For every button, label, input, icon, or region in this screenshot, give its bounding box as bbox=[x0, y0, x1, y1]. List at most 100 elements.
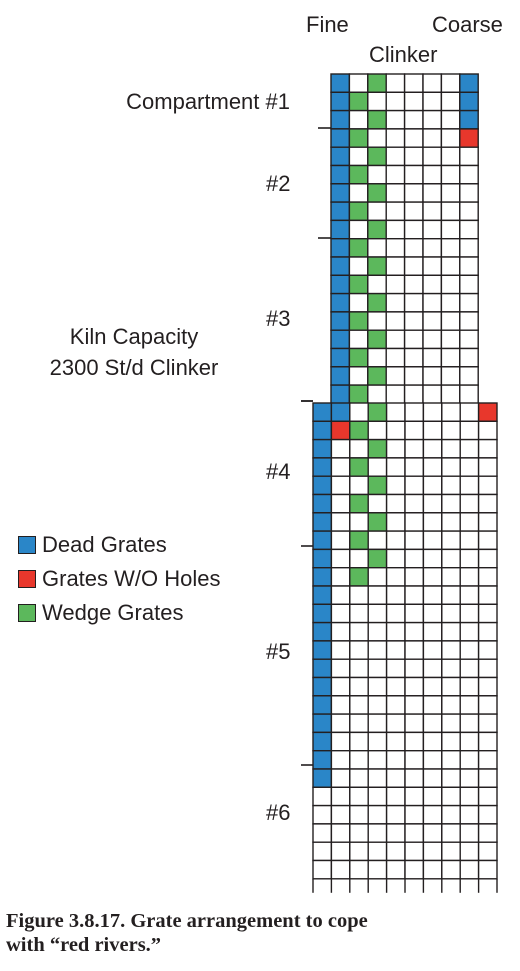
grate-cell bbox=[385, 237, 406, 258]
wedge-grate-cell bbox=[367, 146, 387, 167]
grate-cell bbox=[459, 658, 480, 679]
grate-cell bbox=[404, 676, 425, 697]
grate-cell bbox=[404, 420, 425, 441]
grate-cell bbox=[349, 695, 369, 715]
grate-cell bbox=[385, 841, 406, 862]
fine-label: Fine bbox=[306, 12, 349, 37]
wedge-grate-cell bbox=[348, 311, 369, 331]
grate-cell bbox=[422, 512, 443, 532]
grate-cell bbox=[404, 859, 425, 880]
grate-cell bbox=[459, 768, 480, 788]
grate-cell bbox=[385, 585, 406, 605]
grate-cell bbox=[367, 859, 388, 880]
grate-cell bbox=[477, 548, 498, 569]
grate-cell bbox=[367, 567, 388, 587]
grate-cell bbox=[349, 713, 369, 734]
grate-cell bbox=[349, 640, 369, 660]
dead-grate-cell bbox=[312, 621, 333, 642]
grate-cell bbox=[403, 292, 424, 313]
grate-cell bbox=[440, 292, 461, 313]
dead-grate-cell bbox=[459, 91, 479, 112]
grate-cell bbox=[367, 750, 388, 770]
grate-cell bbox=[349, 585, 369, 605]
grate-cell bbox=[385, 804, 406, 825]
grate-cell bbox=[403, 311, 424, 331]
dead-grate-cell bbox=[312, 713, 333, 734]
dead-grate-cell bbox=[312, 438, 333, 459]
grate-cell bbox=[330, 695, 351, 715]
grate-cell bbox=[441, 804, 461, 825]
grate-cell bbox=[349, 402, 369, 422]
grate-cell bbox=[385, 786, 406, 807]
grate-cell bbox=[440, 73, 461, 93]
grate-cell bbox=[312, 841, 333, 862]
grate-cell bbox=[459, 402, 480, 422]
grate-cell bbox=[422, 567, 443, 587]
grate-cell bbox=[441, 512, 461, 532]
grate-cell bbox=[367, 530, 388, 551]
grate-cell bbox=[367, 91, 387, 112]
grate-cell bbox=[459, 384, 479, 405]
grate-cell bbox=[441, 695, 461, 715]
wedge-grate-cell bbox=[367, 73, 387, 93]
grate-cell bbox=[459, 567, 480, 587]
wedge-grate-cell bbox=[367, 329, 387, 350]
grate-cell bbox=[422, 750, 443, 770]
grate-cell bbox=[312, 804, 333, 825]
grate-cell bbox=[404, 841, 425, 862]
grate-cell bbox=[477, 804, 498, 825]
grate-cell bbox=[441, 457, 461, 477]
grate-cell bbox=[459, 256, 479, 276]
legend-label-wedge: Wedge Grates bbox=[42, 600, 184, 625]
grate-cell bbox=[404, 402, 425, 422]
grate-cell bbox=[477, 420, 498, 441]
grate-cell bbox=[441, 640, 461, 660]
grate-cell bbox=[404, 475, 425, 496]
grate-cell bbox=[441, 530, 461, 551]
dead-grate-cell bbox=[459, 109, 479, 130]
grate-cell bbox=[459, 530, 480, 551]
dead-grate-cell bbox=[330, 347, 351, 368]
grate-cell bbox=[330, 621, 351, 642]
grate-cell bbox=[403, 237, 424, 258]
grate-cell bbox=[440, 274, 461, 295]
grate-cell bbox=[441, 676, 461, 697]
grate-cell bbox=[367, 731, 388, 752]
dead-grate-cell bbox=[312, 530, 333, 551]
grate-cell bbox=[440, 164, 461, 185]
grate-cell bbox=[385, 292, 406, 313]
grate-cell bbox=[385, 109, 406, 130]
grate-cell bbox=[349, 859, 369, 880]
grate-cell bbox=[440, 109, 461, 130]
dead-grate-cell bbox=[330, 73, 351, 93]
wedge-grate-cell bbox=[348, 91, 369, 112]
grate-cell bbox=[385, 567, 406, 587]
compartment-3-label: #3 bbox=[266, 306, 291, 331]
grate-cell bbox=[330, 804, 351, 825]
no-holes-grate-cell bbox=[459, 128, 479, 148]
grate-cell bbox=[477, 713, 498, 734]
dead-grate-cell bbox=[330, 128, 351, 148]
grate-cell bbox=[422, 585, 443, 605]
grate-cell bbox=[367, 621, 388, 642]
grate-cell bbox=[477, 768, 498, 788]
grate-cell bbox=[403, 109, 424, 130]
grate-cell bbox=[404, 804, 425, 825]
dead-grate-cell bbox=[330, 164, 351, 185]
grate-cell bbox=[422, 347, 443, 368]
wedge-grate-cell bbox=[349, 457, 369, 477]
grate-cell bbox=[404, 658, 425, 679]
dead-grate-cell bbox=[330, 201, 351, 222]
grate-cell bbox=[477, 841, 498, 862]
grate-cell bbox=[477, 438, 498, 459]
grate-cell bbox=[459, 146, 479, 167]
grate-cell bbox=[459, 512, 480, 532]
grate-cell bbox=[459, 493, 480, 514]
grate-cell bbox=[385, 219, 406, 240]
grate-cell bbox=[459, 347, 479, 368]
grate-cell bbox=[349, 603, 369, 624]
grate-cell bbox=[330, 786, 351, 807]
grate-cell bbox=[330, 676, 351, 697]
grate-cell bbox=[441, 567, 461, 587]
